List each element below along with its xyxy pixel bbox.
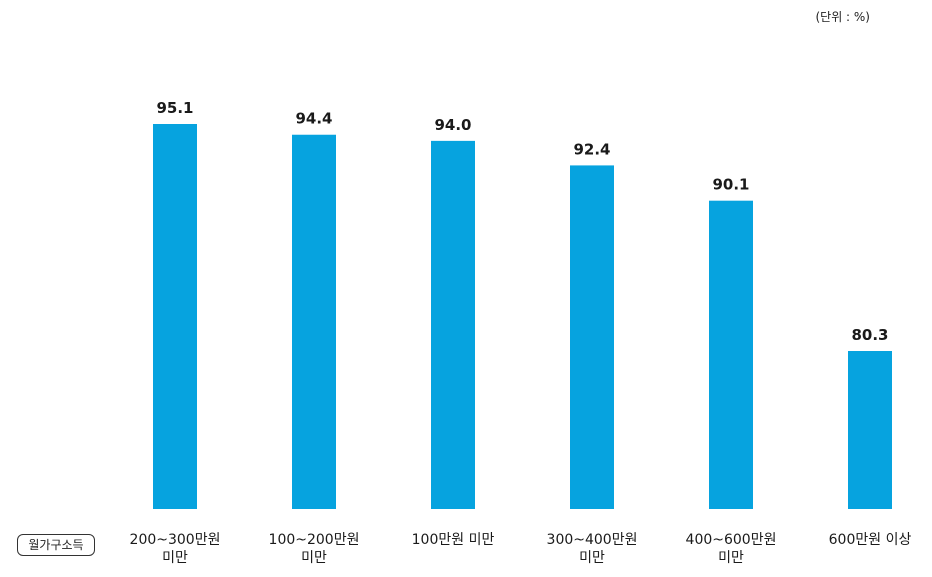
- data-label-1: 94.4: [295, 110, 332, 128]
- bar-2: [431, 140, 475, 509]
- bar-3: [570, 165, 614, 509]
- data-label-3: 92.4: [573, 140, 610, 158]
- category-label-line: 600만원 이상: [828, 532, 912, 548]
- category-label-line: 300~400만원: [546, 532, 638, 548]
- bar-0: [153, 124, 197, 509]
- category-label-line: 미만: [718, 550, 744, 566]
- data-label-4: 90.1: [712, 176, 749, 194]
- category-label-5: 600만원 이상: [810, 531, 930, 549]
- data-label-0: 95.1: [156, 99, 193, 117]
- category-label-line: 미만: [162, 550, 188, 566]
- category-label-2: 100만원 미만: [393, 531, 513, 549]
- category-label-line: 미만: [579, 550, 605, 566]
- category-label-line: 400~600만원: [685, 532, 777, 548]
- bar-1: [292, 134, 336, 509]
- bar-4: [709, 200, 753, 509]
- data-label-5: 80.3: [851, 326, 888, 344]
- unit-label: (단위 : %): [815, 10, 870, 24]
- category-label-line: 100만원 미만: [411, 532, 495, 548]
- category-label-line: 미만: [301, 550, 327, 566]
- bar-5: [848, 351, 892, 509]
- axis-title-badge: 월가구소득: [17, 534, 95, 556]
- data-label-2: 94.0: [434, 116, 471, 134]
- category-label-line: 200~300만원: [129, 532, 221, 548]
- category-label-line: 100~200만원: [268, 532, 360, 548]
